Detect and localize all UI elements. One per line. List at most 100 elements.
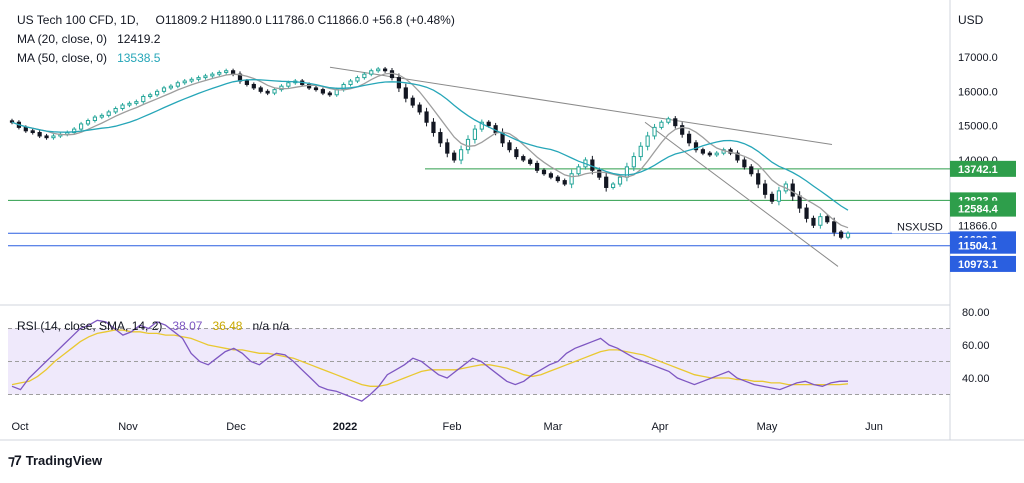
candle-body[interactable] (479, 121, 484, 130)
candle-body[interactable] (244, 80, 250, 85)
candle-body[interactable] (279, 85, 284, 91)
candle-body[interactable] (134, 101, 139, 104)
candle-body[interactable] (548, 173, 554, 178)
candle-body[interactable] (445, 142, 450, 154)
candle-body[interactable] (369, 70, 374, 75)
candle-body[interactable] (776, 190, 782, 202)
candle-body[interactable] (507, 142, 512, 151)
candle-body[interactable] (161, 87, 167, 92)
candle-body[interactable] (431, 121, 436, 134)
candle-body[interactable] (168, 85, 174, 89)
candle-body[interactable] (693, 142, 699, 151)
candle-body[interactable] (251, 83, 256, 89)
candle-body[interactable] (99, 114, 104, 118)
candle-body[interactable] (203, 75, 208, 79)
candle-body[interactable] (417, 104, 422, 113)
candle-body[interactable] (659, 121, 664, 128)
candle-body[interactable] (182, 80, 187, 84)
candle-body[interactable] (832, 221, 837, 233)
candle-body[interactable] (680, 125, 685, 135)
candle-body[interactable] (410, 97, 415, 106)
candle-body[interactable] (92, 116, 98, 122)
candle-body[interactable] (673, 118, 678, 127)
candle-body[interactable] (528, 159, 533, 164)
candle-body[interactable] (44, 135, 49, 139)
candle-body[interactable] (154, 90, 160, 96)
candle-body[interactable] (113, 108, 118, 113)
candle-body[interactable] (424, 111, 429, 123)
candle-body[interactable] (272, 89, 277, 94)
candle-body[interactable] (811, 217, 816, 226)
candle-body[interactable] (707, 152, 712, 156)
candle-body[interactable] (610, 183, 616, 188)
candle-body[interactable] (825, 216, 830, 223)
candle-body[interactable] (486, 121, 491, 127)
legend-ma50[interactable]: MA (50, close, 0) 13538.5 (17, 51, 160, 65)
candle-body[interactable] (645, 135, 650, 147)
candle-body[interactable] (458, 149, 464, 161)
candle-body[interactable] (438, 132, 443, 144)
candle-body[interactable] (37, 132, 42, 137)
candle-body[interactable] (666, 118, 671, 123)
candle-body[interactable] (23, 126, 28, 132)
candle-body[interactable] (51, 135, 56, 139)
candle-body[interactable] (735, 152, 740, 161)
candle-body[interactable] (818, 216, 823, 226)
legend-rsi[interactable]: RSI (14, close, SMA, 14, 2) 38.07 36.48 … (17, 319, 289, 333)
candle-body[interactable] (597, 169, 602, 178)
candle-body[interactable] (85, 120, 91, 125)
candle-body[interactable] (804, 207, 809, 219)
candle-body[interactable] (196, 77, 201, 80)
candle-body[interactable] (686, 133, 692, 144)
candle-body[interactable] (555, 176, 560, 182)
candle-body[interactable] (521, 156, 526, 161)
candle-body[interactable] (127, 102, 132, 106)
candle-body[interactable] (617, 176, 623, 185)
candle-body[interactable] (189, 78, 194, 82)
candle-body[interactable] (403, 87, 408, 99)
candle-body[interactable] (320, 89, 326, 94)
candle-body[interactable] (638, 145, 643, 158)
candle-body[interactable] (652, 126, 657, 137)
candle-body[interactable] (631, 156, 636, 168)
candle-body[interactable] (376, 68, 381, 72)
candle-body[interactable] (210, 73, 215, 77)
candle-body[interactable] (749, 166, 754, 175)
candle-body[interactable] (562, 180, 567, 185)
candle-body[interactable] (472, 128, 478, 140)
candle-body[interactable] (797, 195, 802, 209)
candle-body[interactable] (838, 231, 844, 238)
candle-body[interactable] (769, 193, 775, 202)
candle-body[interactable] (313, 87, 319, 91)
candle-body[interactable] (355, 77, 360, 82)
legend-ma20[interactable]: MA (20, close, 0) 12419.2 (17, 32, 160, 46)
candle-body[interactable] (265, 90, 270, 94)
candle-body[interactable] (762, 183, 768, 195)
candle-body[interactable] (106, 111, 111, 116)
candle-body[interactable] (742, 159, 747, 168)
candle-body[interactable] (362, 73, 367, 79)
candle-body[interactable] (845, 232, 851, 238)
tradingview-brand[interactable]: ⁊7 TradingView (8, 452, 102, 469)
candle-body[interactable] (217, 71, 222, 75)
candle-body[interactable] (72, 128, 77, 134)
candle-body[interactable] (576, 166, 581, 175)
candle-body[interactable] (258, 87, 263, 92)
candle-body[interactable] (541, 169, 547, 175)
candle-body[interactable] (569, 173, 574, 185)
candle-body[interactable] (224, 70, 229, 73)
candle-body[interactable] (286, 82, 291, 87)
candle-body[interactable] (141, 95, 146, 103)
candle-body[interactable] (327, 92, 332, 96)
candle-body[interactable] (604, 176, 609, 188)
candle-body[interactable] (78, 123, 84, 130)
candle-body[interactable] (514, 149, 519, 158)
candle-body[interactable] (30, 130, 35, 134)
candle-body[interactable] (590, 159, 595, 171)
candle-body[interactable] (700, 149, 706, 154)
candle-body[interactable] (382, 68, 388, 72)
candle-body[interactable] (756, 173, 761, 185)
candle-body[interactable] (175, 82, 180, 87)
candle-body[interactable] (465, 138, 471, 151)
